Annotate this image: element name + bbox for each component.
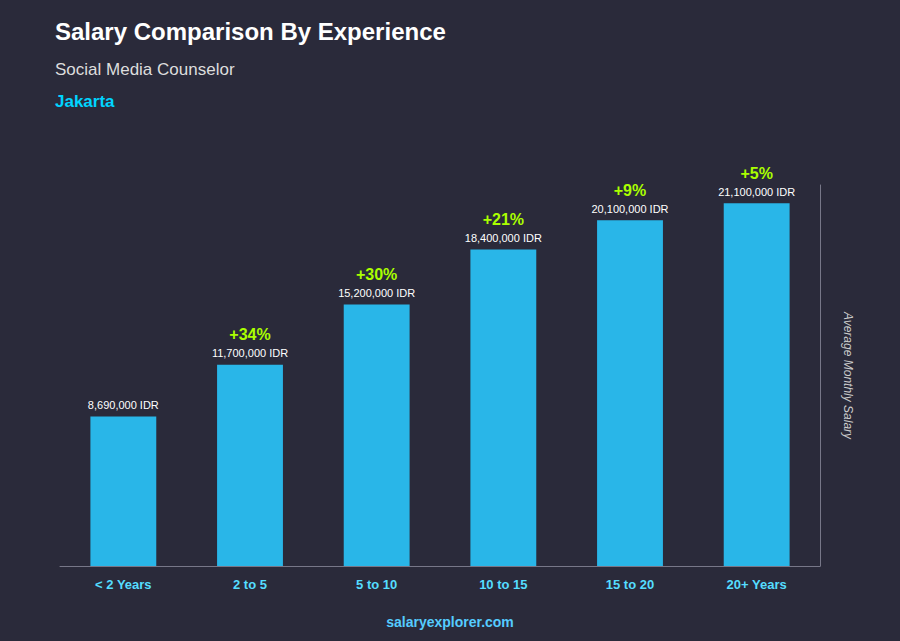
svg-text:2 to 5: 2 to 5: [233, 577, 267, 592]
svg-text:+5%: +5%: [740, 165, 772, 182]
svg-text:+34%: +34%: [229, 326, 270, 343]
svg-text:20+ Years: 20+ Years: [727, 577, 787, 592]
svg-text:15 to 20: 15 to 20: [606, 577, 654, 592]
svg-text:5 to 10: 5 to 10: [356, 577, 397, 592]
svg-text:Salary Comparison By Experienc: Salary Comparison By Experience: [55, 18, 446, 45]
svg-text:Social Media Counselor: Social Media Counselor: [55, 60, 235, 79]
svg-text:18,400,000 IDR: 18,400,000 IDR: [465, 232, 542, 244]
svg-text:Average Monthly Salary: Average Monthly Salary: [841, 311, 855, 440]
svg-text:20,100,000 IDR: 20,100,000 IDR: [591, 203, 668, 215]
svg-text:Jakarta: Jakarta: [55, 92, 115, 111]
svg-text:21,100,000 IDR: 21,100,000 IDR: [718, 186, 795, 198]
svg-text:+21%: +21%: [483, 211, 524, 228]
svg-text:8,690,000 IDR: 8,690,000 IDR: [88, 399, 159, 411]
svg-text:salaryexplorer.com: salaryexplorer.com: [386, 614, 514, 630]
svg-text:15,200,000 IDR: 15,200,000 IDR: [338, 287, 415, 299]
svg-text:10 to 15: 10 to 15: [479, 577, 527, 592]
svg-text:+30%: +30%: [356, 266, 397, 283]
svg-text:+9%: +9%: [614, 182, 646, 199]
svg-text:11,700,000 IDR: 11,700,000 IDR: [212, 347, 288, 359]
svg-text:< 2 Years: < 2 Years: [95, 577, 152, 592]
